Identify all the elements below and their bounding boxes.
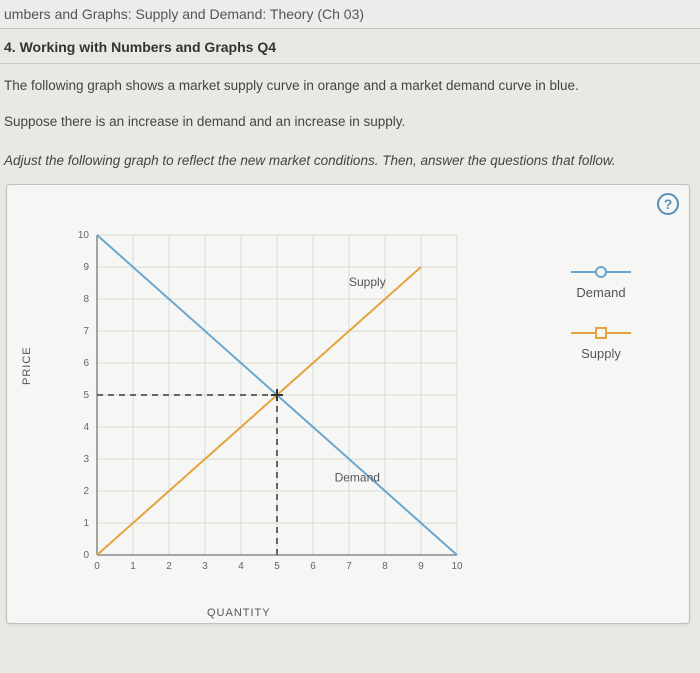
page-root: umbers and Graphs: Supply and Demand: Th… [0, 0, 700, 673]
x-axis-label: QUANTITY [207, 607, 271, 619]
svg-text:6: 6 [310, 561, 316, 572]
svg-text:6: 6 [83, 358, 89, 369]
svg-text:7: 7 [346, 561, 352, 572]
chart-area[interactable]: 0 1 2 3 4 5 6 7 8 9 10 0 1 2 3 4 5 6 7 8 9 10 Supply Demand [67, 225, 467, 595]
help-button[interactable]: ? [657, 193, 679, 215]
svg-text:8: 8 [83, 294, 89, 305]
svg-text:5: 5 [83, 390, 89, 401]
svg-text:4: 4 [238, 561, 244, 572]
legend: Demand Supply [531, 265, 671, 387]
question-title: 4. Working with Numbers and Graphs Q4 [0, 29, 700, 64]
y-axis-label: PRICE [21, 346, 33, 385]
svg-text:8: 8 [382, 561, 388, 572]
svg-text:5: 5 [274, 561, 280, 572]
graph-panel: ? PRICE 012345678910012345678910 SupplyD… [6, 184, 690, 624]
legend-demand-marker [571, 265, 631, 279]
question-desc-1: The following graph shows a market suppl… [0, 64, 700, 100]
chart-svg[interactable]: 0 1 2 3 4 5 6 7 8 9 10 0 1 2 3 4 5 6 7 8 9 10 Supply Demand [67, 225, 467, 595]
svg-text:10: 10 [78, 230, 90, 241]
svg-text:9: 9 [418, 561, 424, 572]
legend-supply-handle[interactable]: Supply [531, 326, 671, 361]
svg-text:3: 3 [83, 454, 89, 465]
supply-curve-label: Supply [349, 275, 386, 289]
legend-supply-marker [571, 326, 631, 340]
demand-curve-label: Demand [335, 470, 380, 484]
svg-text:1: 1 [130, 561, 136, 572]
svg-text:4: 4 [83, 422, 89, 433]
svg-text:1: 1 [83, 518, 89, 529]
svg-text:7: 7 [83, 326, 89, 337]
svg-text:2: 2 [83, 486, 89, 497]
question-desc-2: Suppose there is an increase in demand a… [0, 100, 700, 136]
breadcrumb: umbers and Graphs: Supply and Demand: Th… [0, 0, 700, 29]
legend-demand-handle[interactable]: Demand [531, 265, 671, 300]
svg-text:0: 0 [94, 561, 100, 572]
svg-text:2: 2 [166, 561, 172, 572]
supply-curve[interactable] [97, 267, 421, 555]
svg-text:10: 10 [451, 561, 463, 572]
svg-text:3: 3 [202, 561, 208, 572]
legend-demand-label: Demand [576, 285, 625, 300]
instruction-text: Adjust the following graph to reflect th… [0, 137, 700, 178]
svg-text:0: 0 [83, 550, 89, 561]
svg-text:9: 9 [83, 262, 89, 273]
legend-supply-label: Supply [581, 346, 621, 361]
